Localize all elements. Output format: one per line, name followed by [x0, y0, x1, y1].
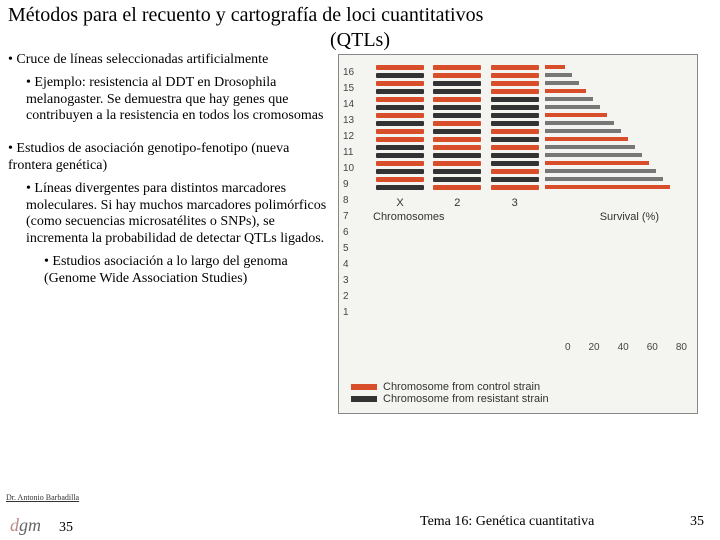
- legend-swatch-control: [351, 384, 377, 390]
- xaxis-right-label: Survival (%): [600, 211, 659, 223]
- chromosome-grid: X23: [369, 63, 689, 209]
- legend-label-control: Chromosome from control strain: [383, 381, 540, 393]
- survival-bars-area: [545, 63, 685, 209]
- chromosome-3: 3: [488, 63, 542, 209]
- content-row: • Cruce de líneas seleccionadas artifici…: [0, 52, 720, 414]
- bullet-2-sub: • Líneas divergentes para distintos marc…: [26, 181, 328, 248]
- footer-topic: Tema 16: Genética cuantitativa: [420, 514, 594, 530]
- bullet-1-sub: • Ejemplo: resistencia al DDT en Drosoph…: [26, 75, 328, 125]
- chromosome-X: X: [373, 63, 427, 209]
- footer: dgm 35 Tema 16: Genética cuantitativa 35: [0, 515, 720, 536]
- y-axis-labels: 16151413121110987654321: [343, 65, 354, 321]
- bullet-2-subsub: • Estudios asociación a lo largo del gen…: [44, 254, 328, 288]
- slide-title-line2: (QTLs): [0, 25, 720, 52]
- author-credit: Dr. Antonio Barbadilla: [6, 493, 79, 502]
- page-number-left: 35: [59, 520, 73, 536]
- chromosome-2: 2: [430, 63, 484, 209]
- logo: dgm: [10, 515, 41, 536]
- chromosome-figure: 16151413121110987654321 X23 Chromosomes …: [338, 54, 698, 414]
- legend-label-resistant: Chromosome from resistant strain: [383, 393, 549, 405]
- bullet-2: • Estudios de asociación genotipo-fenoti…: [8, 141, 328, 175]
- bullet-1: • Cruce de líneas seleccionadas artifici…: [8, 52, 328, 69]
- figure-legend: Chromosome from control strain Chromosom…: [351, 381, 549, 405]
- page-number-right: 35: [690, 514, 704, 530]
- figure-column: 16151413121110987654321 X23 Chromosomes …: [328, 52, 698, 414]
- xaxis-left-label: Chromosomes: [373, 211, 445, 223]
- survival-axis: 020406080: [565, 342, 687, 353]
- slide-title-line1: Métodos para el recuento y cartografía d…: [0, 0, 720, 27]
- text-column: • Cruce de líneas seleccionadas artifici…: [8, 52, 328, 414]
- legend-swatch-resistant: [351, 396, 377, 402]
